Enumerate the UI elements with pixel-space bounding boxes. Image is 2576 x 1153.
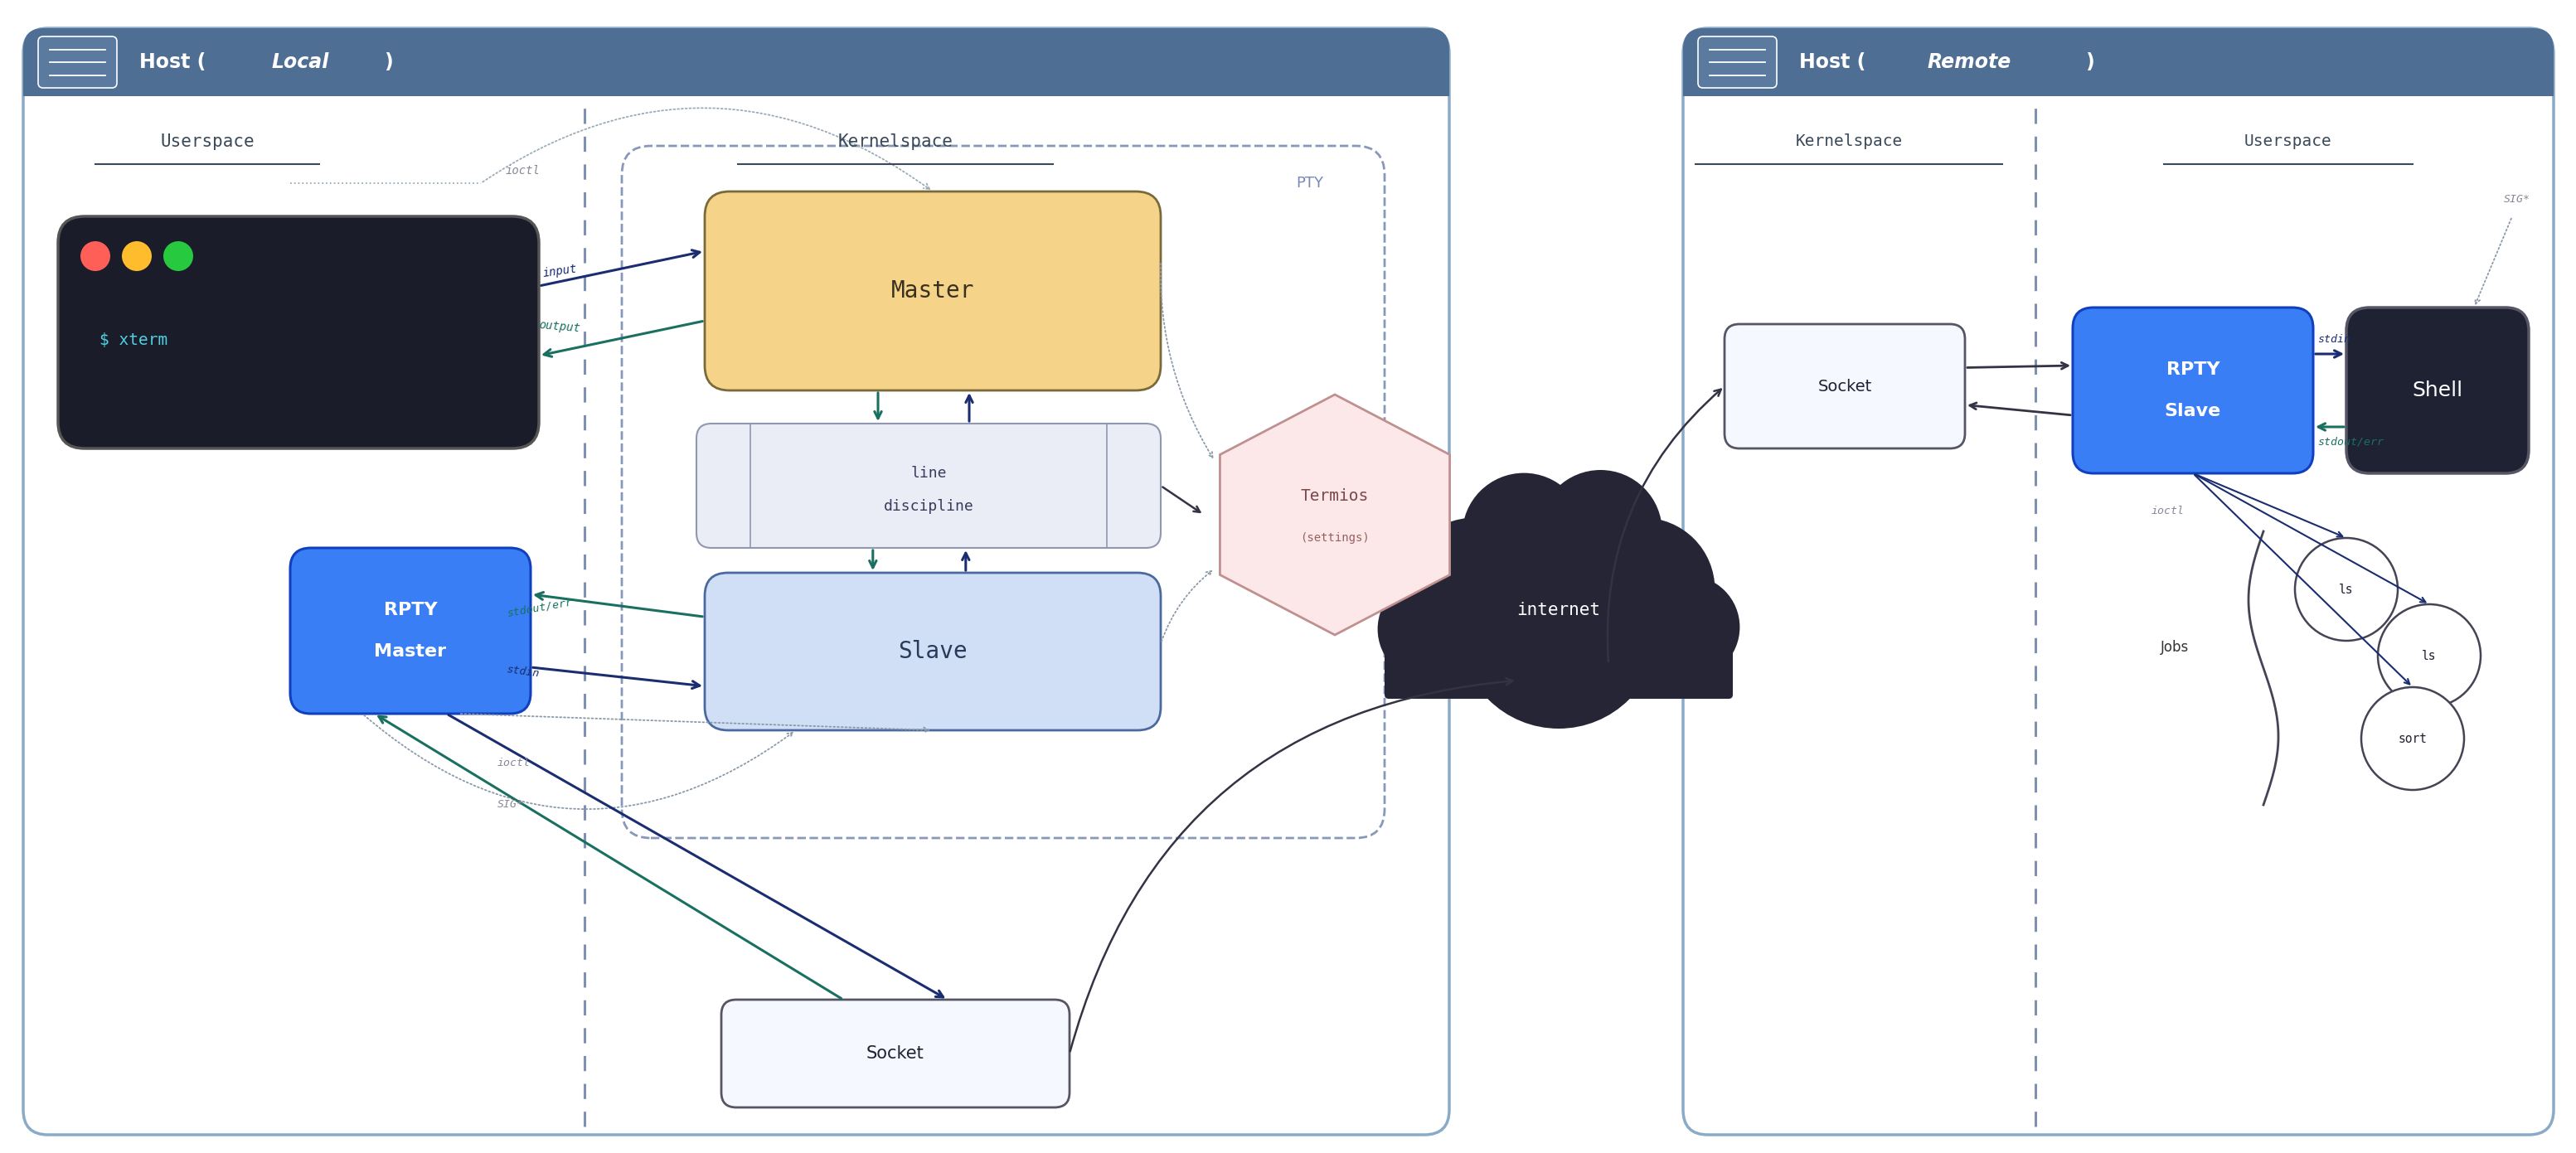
FancyBboxPatch shape (721, 1000, 1069, 1107)
FancyBboxPatch shape (706, 191, 1162, 391)
Text: output: output (538, 319, 582, 334)
Text: ls: ls (2339, 583, 2354, 596)
Circle shape (1401, 518, 1546, 661)
Text: Master: Master (374, 643, 446, 660)
FancyBboxPatch shape (23, 28, 1450, 96)
Text: Host (: Host ( (1798, 52, 1865, 73)
FancyBboxPatch shape (59, 217, 538, 449)
FancyBboxPatch shape (1682, 62, 2553, 96)
FancyBboxPatch shape (1723, 324, 1965, 449)
Text: Termios: Termios (1301, 489, 1368, 504)
Text: ): ) (384, 52, 392, 73)
Text: RPTY: RPTY (2166, 361, 2221, 378)
Text: ioctl: ioctl (497, 758, 531, 769)
FancyBboxPatch shape (2347, 308, 2530, 473)
Polygon shape (1221, 394, 1450, 635)
Circle shape (1538, 470, 1662, 594)
Circle shape (2378, 604, 2481, 707)
Circle shape (162, 241, 193, 271)
Text: ls: ls (2421, 649, 2437, 662)
FancyBboxPatch shape (291, 548, 531, 714)
Text: Host (: Host ( (139, 52, 206, 73)
Text: ioctl: ioctl (505, 165, 541, 176)
Circle shape (80, 241, 111, 271)
Circle shape (121, 241, 152, 271)
Text: Local: Local (273, 52, 330, 73)
FancyBboxPatch shape (1682, 28, 2553, 1135)
Text: Socket: Socket (866, 1046, 925, 1062)
FancyBboxPatch shape (706, 573, 1162, 730)
Circle shape (1378, 578, 1481, 681)
Circle shape (2362, 687, 2465, 790)
FancyBboxPatch shape (1682, 28, 2553, 96)
Text: discipline: discipline (884, 499, 974, 514)
FancyBboxPatch shape (696, 423, 1162, 548)
FancyBboxPatch shape (1383, 627, 1734, 699)
Text: $ xterm: $ xterm (100, 333, 167, 348)
Circle shape (1636, 575, 1739, 679)
Text: stdin: stdin (2318, 333, 2349, 345)
Text: Slave: Slave (899, 640, 969, 663)
Text: line: line (909, 466, 945, 481)
Text: input: input (541, 263, 577, 279)
Text: Kernelspace: Kernelspace (837, 134, 953, 150)
Text: SIG*: SIG* (497, 799, 523, 811)
Text: internet: internet (1517, 602, 1600, 618)
Circle shape (1571, 518, 1716, 661)
Text: Slave: Slave (2164, 402, 2221, 420)
Text: Userspace: Userspace (160, 134, 255, 150)
Text: PTY: PTY (1296, 175, 1324, 190)
FancyBboxPatch shape (2074, 308, 2313, 473)
Text: stdout/err: stdout/err (505, 596, 572, 618)
Text: Jobs: Jobs (2161, 640, 2190, 655)
Text: Master: Master (891, 279, 974, 302)
Text: SIG*: SIG* (2504, 195, 2530, 205)
Text: Remote: Remote (1927, 52, 2012, 73)
FancyBboxPatch shape (23, 62, 1450, 96)
Circle shape (2295, 538, 2398, 641)
FancyBboxPatch shape (23, 28, 1450, 1135)
Text: (settings): (settings) (1301, 533, 1370, 544)
Text: Socket: Socket (1819, 378, 1873, 394)
Text: ioctl: ioctl (2151, 505, 2184, 517)
FancyBboxPatch shape (39, 37, 116, 88)
Text: Userspace: Userspace (2244, 134, 2331, 150)
Text: Kernelspace: Kernelspace (1795, 134, 1904, 150)
Text: stdout/err: stdout/err (2318, 437, 2383, 447)
Text: RPTY: RPTY (384, 602, 438, 618)
Text: ): ) (2084, 52, 2094, 73)
Text: sort: sort (2398, 732, 2427, 745)
Circle shape (1458, 529, 1659, 729)
Text: Shell: Shell (2411, 380, 2463, 400)
Circle shape (1463, 473, 1587, 596)
FancyBboxPatch shape (1698, 37, 1777, 88)
Text: stdin: stdin (505, 664, 541, 679)
